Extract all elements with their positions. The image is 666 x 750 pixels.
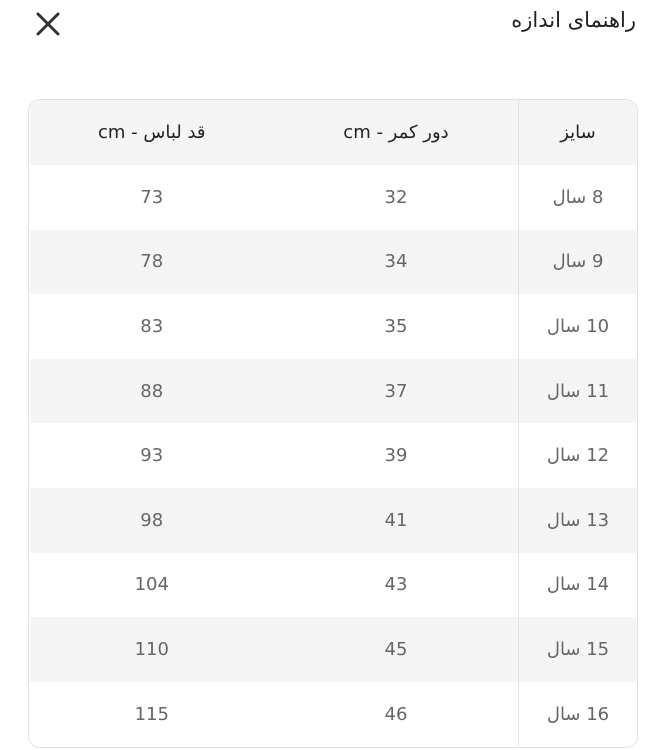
table-row: 9 سال 34 78 [29,229,637,295]
table-header-row: سایز دور کمر - cm قد لباس - cm [29,100,637,165]
close-button[interactable] [34,10,62,38]
size-cell: 9 سال [518,229,637,295]
length-cell: 110 [29,617,274,682]
waist-cell: 32 [384,186,408,208]
length-cell: 104 [134,574,169,596]
table-row: 16 سال 46 115 [30,681,637,747]
length-cell: 115 [134,703,169,725]
size-guide-table: سایز دور کمر - cm قد لباس - cm 8 سال 32 73… [28,99,638,748]
size-cell: 14 سال [518,552,637,618]
size-cell: 11 سال [518,358,637,424]
size-cell: 16 سال [518,681,637,747]
length-cell: 88 [29,358,274,424]
waist-cell: 41 [274,487,519,553]
table-row: 11 سال 37 88 [29,358,637,424]
size-cell: 12 سال [518,423,637,488]
table-row: 10 سال 35 83 [30,294,637,359]
column-header-length: قد لباس - cm [29,100,274,165]
size-cell: 10 سال [518,294,637,359]
table-row: 14 سال 43 104 [30,552,637,618]
waist-cell: 46 [384,703,408,725]
table-row: 12 سال 39 93 [30,423,637,488]
size-cell: 15 سال [518,617,637,682]
waist-cell: 39 [384,445,408,467]
waist-cell: 35 [384,315,408,337]
waist-cell: 43 [384,574,408,596]
table-row: 13 سال 41 98 [29,487,637,553]
table-row: 8 سال 32 73 [30,165,637,230]
length-cell: 83 [140,315,164,337]
table-row: 15 سال 45 110 [29,617,637,682]
waist-cell: 45 [274,617,519,682]
waist-cell: 34 [274,229,519,295]
length-cell: 78 [29,229,274,295]
waist-cell: 37 [274,358,519,424]
size-cell: 13 سال [518,487,637,553]
column-header-size: سایز [518,100,637,165]
close-icon [36,12,60,36]
size-cell: 8 سال [518,165,637,230]
length-cell: 73 [140,186,164,208]
length-cell: 98 [29,487,274,553]
column-header-waist: دور کمر - cm [274,100,519,165]
length-cell: 93 [140,445,164,467]
page-title: راهنمای اندازه [511,8,636,32]
